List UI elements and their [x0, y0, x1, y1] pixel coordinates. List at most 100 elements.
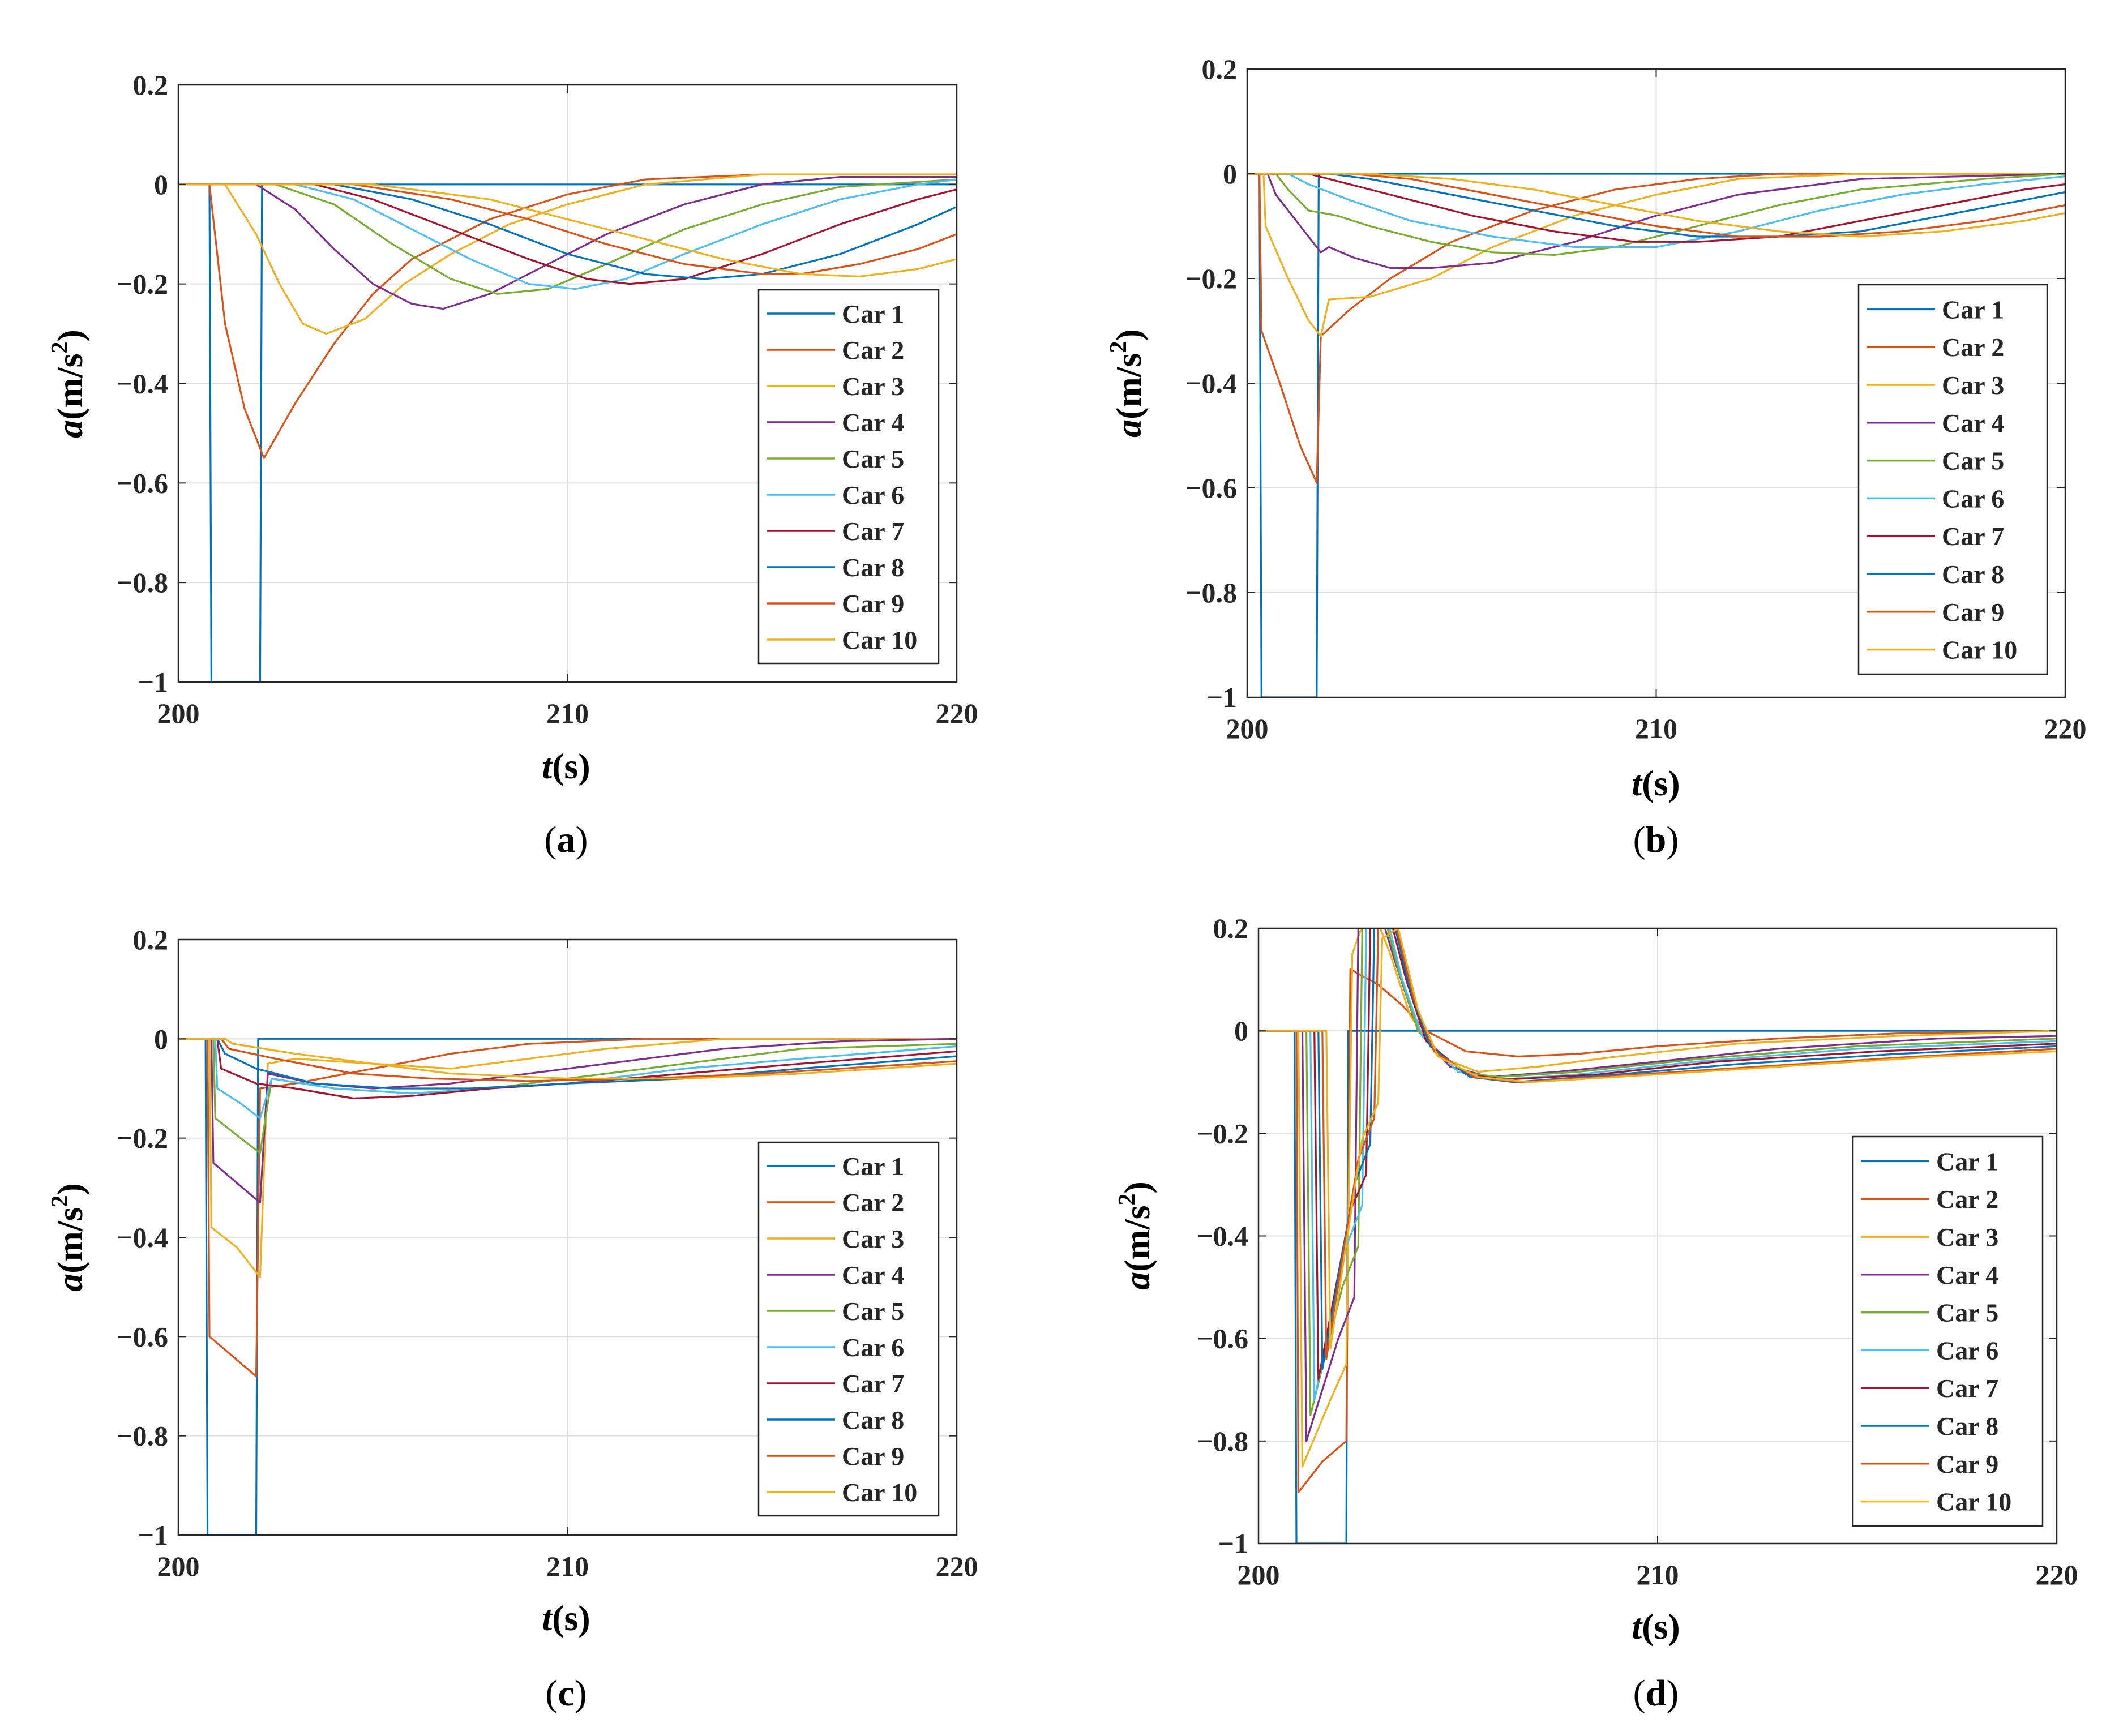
legend-box	[1857, 284, 2048, 675]
series-line-car-9	[1247, 173, 2065, 238]
y-axis-label-close: )	[1108, 329, 1149, 341]
x-tick-label: 220	[2036, 1559, 2078, 1591]
x-axis-label-unit: (s)	[1642, 763, 1680, 803]
legend-label-car-4: Car 4	[842, 408, 904, 437]
series-group	[1258, 928, 2057, 1544]
legend-label-car-8: Car 8	[1942, 560, 2004, 589]
x-axis-label-var: t	[1632, 763, 1643, 803]
chart-panel-d: 200 210 220 −1 −0.8 −0.6 −0.4 −0.2 0 0.2 t(s) a(m/s…	[1114, 912, 2078, 1714]
legend-label-car-1: Car 1	[1936, 1147, 1998, 1176]
series-line-car-5	[1258, 928, 2057, 1417]
legend-label-car-3: Car 3	[1936, 1223, 1998, 1251]
x-tick-label: 200	[157, 1550, 200, 1582]
x-axis-label: t(s)	[1632, 1606, 1680, 1647]
x-tick-label: 200	[157, 697, 200, 729]
x-axis-label-var: t	[542, 746, 553, 786]
series-line-car-3	[1247, 173, 2065, 337]
legend-label-car-8: Car 8	[1936, 1412, 1998, 1441]
legend-label-car-4: Car 4	[1936, 1261, 1998, 1289]
legend-label-car-5: Car 5	[842, 1297, 904, 1326]
x-axis-label-unit: (s)	[552, 746, 590, 786]
legend-box	[757, 1141, 940, 1517]
series-line-car-7	[178, 183, 957, 285]
caption-close: )	[1666, 1673, 1679, 1714]
x-tick-label: 220	[936, 697, 978, 729]
series-group	[1247, 173, 2065, 697]
y-axis-label: a(m/s2)	[1106, 329, 1149, 438]
caption-open: (	[1633, 1673, 1646, 1714]
legend-label-car-6: Car 6	[1942, 484, 2004, 513]
legend-label-car-3: Car 3	[842, 1224, 904, 1253]
y-axis-label-close: )	[1117, 1181, 1157, 1193]
series-group	[178, 1038, 957, 1535]
chart-panel-b: 200 210 220 −1 −0.8 −0.6 −0.4 −0.2 0 0.2 t(s) a(m/s…	[1106, 53, 2087, 860]
y-tick-label: −0.6	[117, 467, 168, 499]
legend-label-car-9: Car 9	[842, 1442, 904, 1471]
y-tick-label: −0.8	[117, 1420, 168, 1452]
y-axis-label-sup: 2	[47, 342, 73, 354]
y-axis-label-close: )	[50, 1183, 90, 1195]
y-axis-label: a(m/s2)	[47, 1183, 90, 1292]
legend-label-car-8: Car 8	[842, 1405, 904, 1434]
x-tick-label: 210	[1635, 713, 1677, 744]
series-line-car-7	[1247, 173, 2065, 243]
series-line-car-10	[178, 183, 957, 278]
y-tick-label: −1	[138, 666, 169, 698]
x-axis-label: t(s)	[1632, 763, 1680, 803]
series-line-car-2	[1247, 173, 2065, 484]
y-tick-label: −0.4	[117, 368, 168, 400]
y-axis-label-unit: (m/s	[1108, 353, 1149, 419]
y-tick-label: −0.4	[1197, 1220, 1248, 1252]
legend-label-car-1: Car 1	[1942, 295, 2004, 324]
y-tick-label: −1	[1218, 1528, 1249, 1559]
legend-label-car-3: Car 3	[1942, 371, 2004, 400]
panel-caption: (d)	[1633, 1673, 1679, 1714]
x-axis-label-unit: (s)	[1642, 1606, 1680, 1647]
y-tick-label: −0.4	[1185, 367, 1237, 399]
series-line-car-10	[1247, 173, 2065, 238]
series-line-car-3	[178, 173, 957, 335]
panel-caption: (c)	[545, 1673, 587, 1714]
legend-label-car-1: Car 1	[842, 299, 904, 328]
x-axis-label: t(s)	[542, 1598, 590, 1638]
y-tick-label: 0.2	[133, 69, 169, 101]
legend-label-car-3: Car 3	[842, 372, 904, 401]
caption-letter: a	[557, 819, 576, 860]
caption-letter: b	[1646, 819, 1667, 860]
series-group	[178, 173, 957, 682]
y-tick-label: −0.6	[117, 1321, 168, 1352]
series-line-car-3	[1258, 928, 2057, 1468]
y-axis-label-sup: 2	[1114, 1194, 1140, 1206]
y-axis-label-var: a	[1117, 1272, 1157, 1290]
y-tick-label: −0.4	[117, 1221, 168, 1253]
legend-label-car-10: Car 10	[842, 1478, 917, 1507]
series-line-car-7	[1258, 928, 2057, 1381]
series-line-car-8	[1258, 928, 2057, 1370]
x-axis-label-var: t	[542, 1598, 553, 1638]
legend-label-car-5: Car 5	[1936, 1298, 1998, 1327]
legend-label-car-2: Car 2	[1942, 333, 2004, 362]
x-tick-label: 210	[546, 1550, 589, 1582]
legend-label-car-5: Car 5	[842, 444, 904, 473]
legend-box	[757, 289, 940, 665]
caption-close: )	[1666, 819, 1679, 860]
x-axis-label-var: t	[1632, 1606, 1643, 1647]
legend-label-car-7: Car 7	[1942, 522, 2004, 551]
x-tick-label: 220	[936, 1550, 978, 1582]
series-line-car-5	[178, 178, 957, 295]
y-tick-label: −1	[1207, 681, 1238, 713]
legend-label-car-6: Car 6	[1936, 1336, 1998, 1365]
y-axis-label-unit: (m/s	[50, 1207, 90, 1274]
legend-label-car-9: Car 9	[1942, 598, 2004, 627]
series-line-car-3	[178, 1038, 957, 1278]
series-line-car-5	[1247, 173, 2065, 256]
x-axis-label-unit: (s)	[552, 1598, 590, 1638]
x-tick-label: 200	[1226, 713, 1269, 744]
y-axis-label-var: a	[50, 1274, 90, 1292]
legend-label-car-4: Car 4	[1942, 409, 2004, 438]
caption-open: (	[545, 819, 557, 860]
y-axis-label-close: )	[50, 329, 90, 341]
y-tick-label: −1	[138, 1519, 169, 1551]
legend-label-car-10: Car 10	[1936, 1488, 2011, 1516]
